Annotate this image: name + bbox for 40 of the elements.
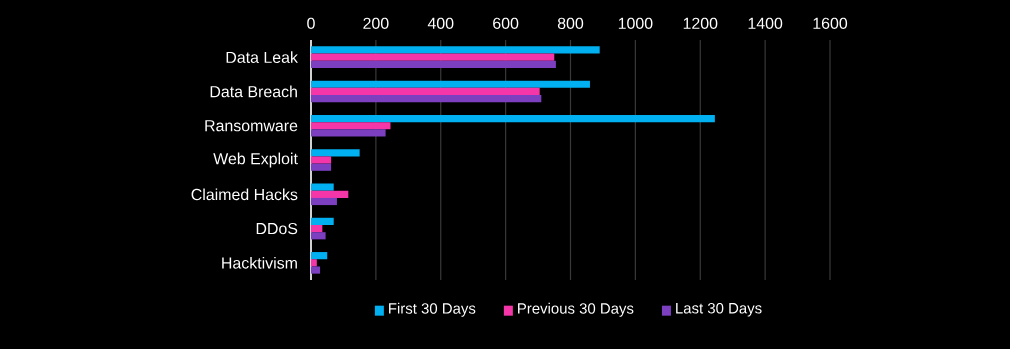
- legend-label: Last 30 Days: [676, 302, 762, 317]
- bar: [311, 95, 542, 103]
- bar: [311, 129, 386, 137]
- y-tick-label: Hacktivism: [222, 257, 297, 269]
- x-tick-label: 600: [493, 17, 519, 29]
- x-tick-label: 200: [363, 17, 389, 29]
- bar: [311, 190, 349, 198]
- legend-label: Previous 30 Days: [518, 302, 634, 317]
- bar: [311, 60, 556, 68]
- bar: [311, 232, 326, 240]
- bar: [311, 53, 555, 61]
- y-tick-label: DDoS: [256, 222, 298, 235]
- bar: [311, 80, 590, 88]
- x-tick-label: 1200: [683, 17, 718, 29]
- bar: [311, 197, 337, 206]
- bar: [311, 114, 715, 123]
- y-tick-label: Web Exploit: [213, 152, 298, 168]
- bar: [311, 46, 600, 54]
- bar: [311, 217, 334, 225]
- bar: [311, 266, 321, 274]
- y-tick-label: Data Breach: [210, 85, 297, 98]
- bar: [311, 149, 360, 157]
- x-tick-label: 1600: [813, 17, 848, 29]
- bar: [311, 259, 317, 267]
- y-tick-label: Data Leak: [226, 51, 298, 64]
- bar: [311, 156, 332, 164]
- y-tick-label: Ransomware: [205, 120, 298, 132]
- bar: [311, 183, 334, 191]
- x-tick-label: 400: [427, 17, 454, 29]
- x-tick-label: 1000: [618, 17, 653, 29]
- x-tick-label: 1400: [748, 17, 783, 29]
- bar: [311, 87, 540, 96]
- bar: [311, 252, 328, 260]
- bar: [311, 163, 332, 171]
- x-tick-label: 0: [307, 17, 315, 29]
- x-tick-label: 800: [557, 17, 584, 29]
- y-tick-label: Claimed Hacks: [191, 188, 298, 201]
- bar: [311, 224, 323, 233]
- legend-label: First 30 Days: [389, 302, 476, 317]
- bar: [311, 122, 391, 130]
